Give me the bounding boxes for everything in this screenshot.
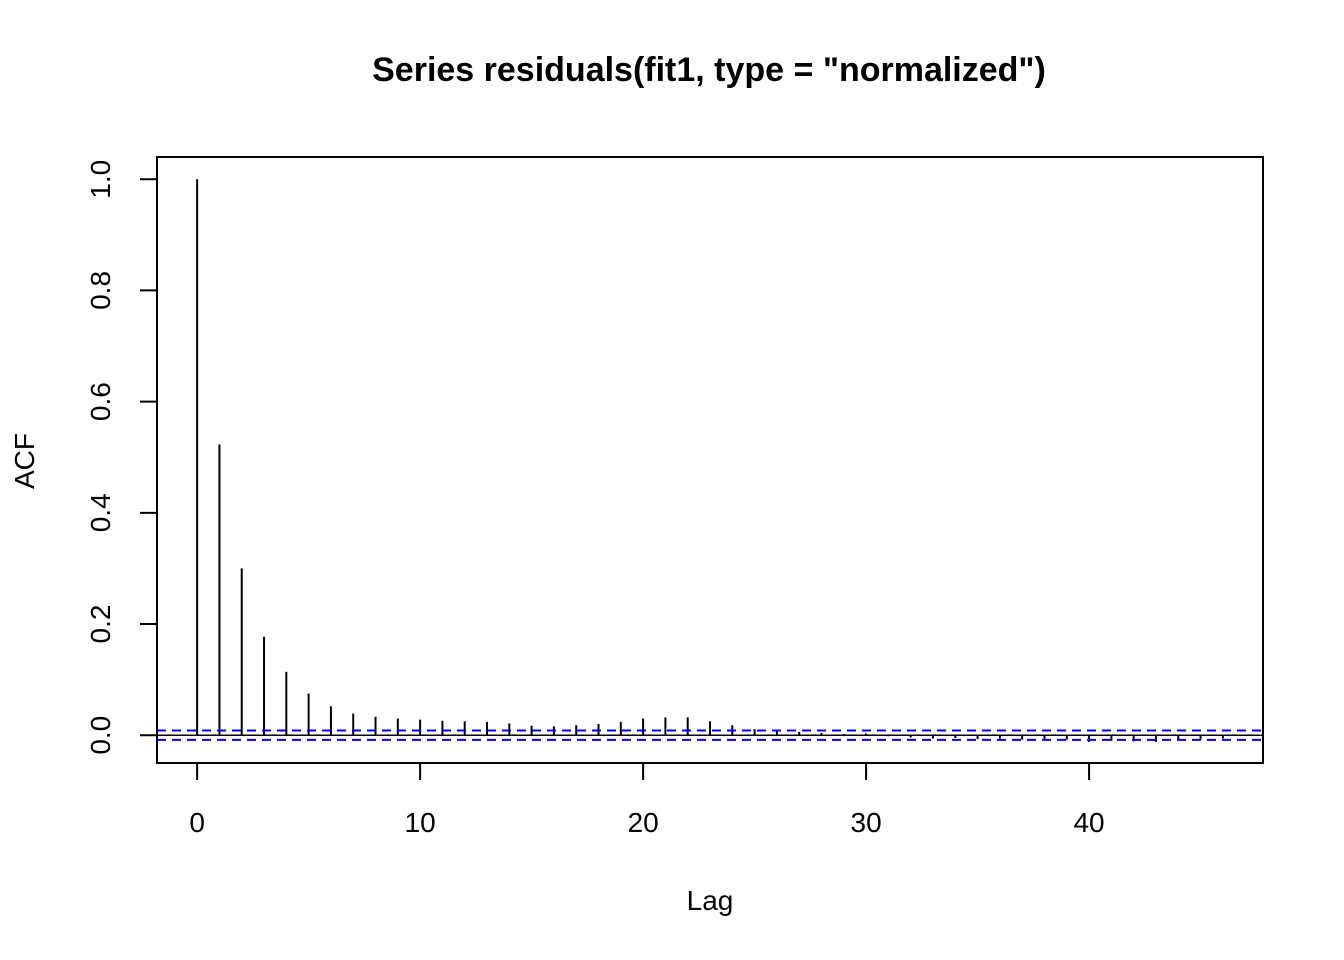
chart-title: Series residuals(fit1, type = "normalize… bbox=[372, 51, 1046, 89]
y-tick-label: 0.0 bbox=[85, 716, 116, 755]
y-tick-label: 0.4 bbox=[85, 493, 116, 532]
x-tick-label: 20 bbox=[628, 807, 659, 838]
plot-frame bbox=[157, 157, 1263, 763]
x-tick-label: 40 bbox=[1073, 807, 1104, 838]
x-tick-label: 10 bbox=[405, 807, 436, 838]
x-tick-label: 0 bbox=[189, 807, 205, 838]
y-tick-label: 0.8 bbox=[85, 271, 116, 310]
y-axis: 0.0 0.2 0.4 0.6 0.8 1.0 bbox=[85, 160, 157, 755]
y-axis-label: ACF bbox=[9, 433, 40, 489]
y-tick-label: 0.6 bbox=[85, 382, 116, 421]
y-tick-label: 1.0 bbox=[85, 160, 116, 199]
x-axis: 0 10 20 30 40 bbox=[189, 763, 1104, 838]
y-tick-label: 0.2 bbox=[85, 605, 116, 644]
acf-spikes bbox=[197, 179, 1223, 742]
x-tick-label: 30 bbox=[851, 807, 882, 838]
x-axis-label: Lag bbox=[687, 885, 734, 916]
